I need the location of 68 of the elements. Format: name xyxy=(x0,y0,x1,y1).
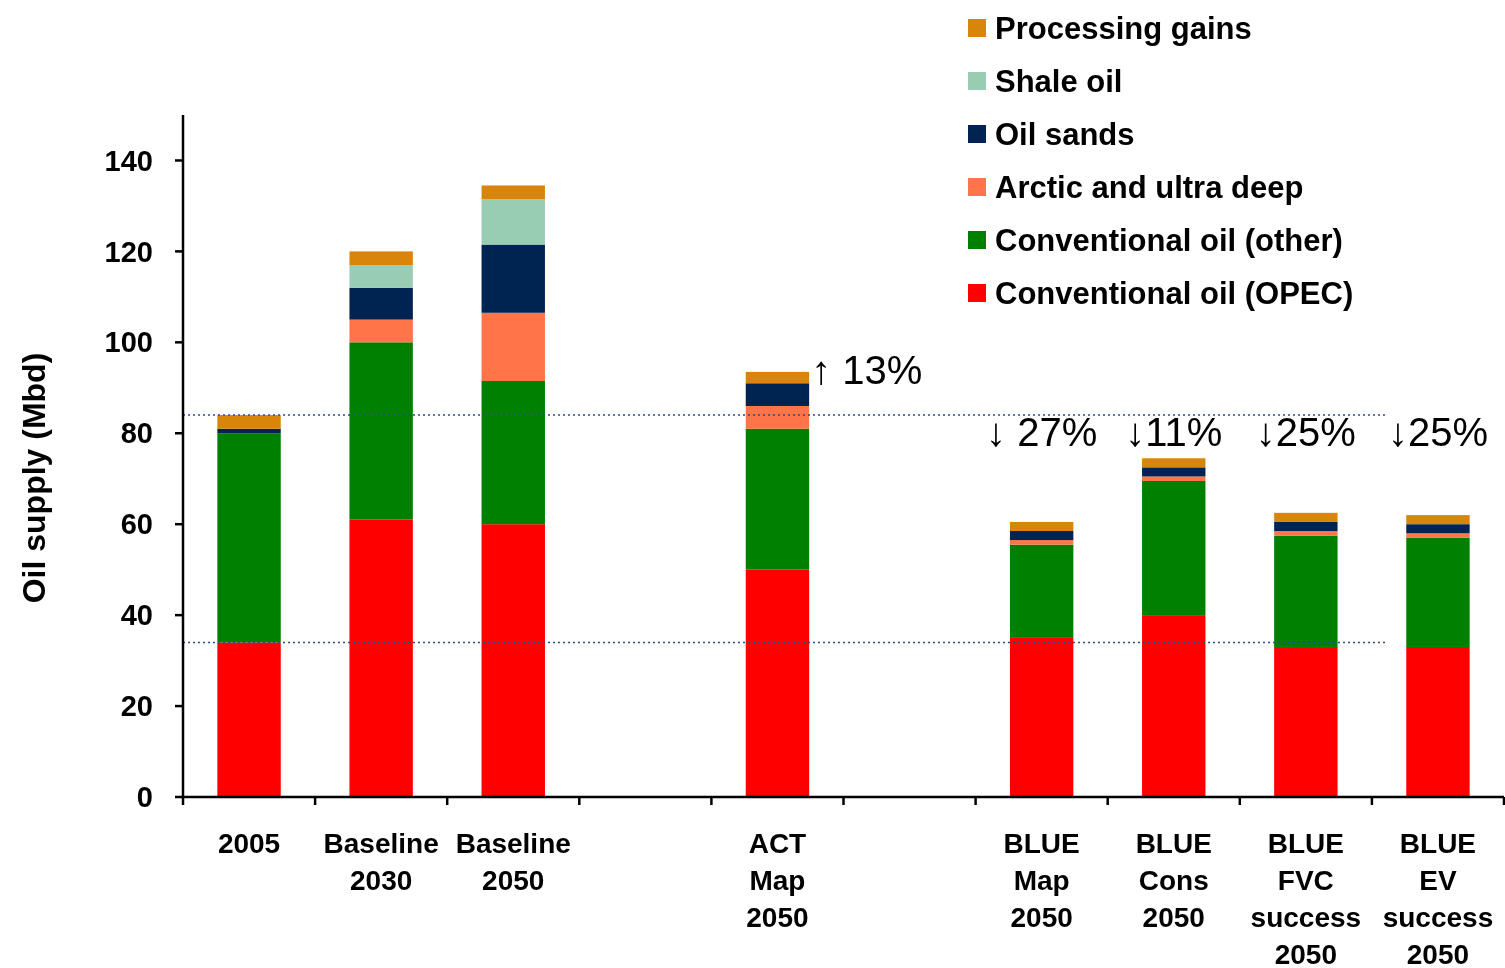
x-tick-label: BLUE Cons 2050 xyxy=(1135,828,1212,933)
legend-label: Conventional oil (other) xyxy=(995,222,1343,258)
x-tick-label: BLUE EV success 2050 xyxy=(1382,828,1494,968)
legend-label: Oil sands xyxy=(995,116,1135,152)
bar xyxy=(349,287,413,320)
y-tick-label: 80 xyxy=(120,417,153,450)
bar xyxy=(1009,521,1074,532)
annotation: ↑ 13% xyxy=(811,347,923,392)
bar xyxy=(349,265,413,288)
bar xyxy=(745,569,810,797)
bar xyxy=(1142,458,1206,468)
bar xyxy=(1274,535,1338,647)
legend-label: Processing gains xyxy=(995,10,1252,46)
bar xyxy=(1274,531,1338,536)
bar xyxy=(1142,615,1206,797)
bar xyxy=(1009,637,1074,797)
bar xyxy=(1009,531,1074,541)
annotation: ↓11% xyxy=(1125,410,1223,454)
bar xyxy=(1142,467,1206,477)
bar xyxy=(1406,646,1470,797)
y-tick-label: 40 xyxy=(120,599,153,632)
legend-label: Conventional oil (OPEC) xyxy=(995,275,1354,311)
bar xyxy=(481,312,545,381)
bar xyxy=(217,415,281,429)
bar xyxy=(481,199,545,245)
y-tick-label: 100 xyxy=(104,326,153,359)
bar xyxy=(349,519,413,797)
x-tick-label: Baseline 2050 xyxy=(455,828,571,896)
bar xyxy=(481,244,545,313)
x-tick-label: BLUE Map 2050 xyxy=(1003,828,1080,933)
y-tick-label: 60 xyxy=(120,508,153,541)
bar xyxy=(349,251,413,266)
y-tick-label: 0 xyxy=(136,781,153,814)
bar xyxy=(1274,512,1338,522)
x-tick-label: ACT Map 2050 xyxy=(746,828,809,933)
annotation: ↓ 27% xyxy=(986,410,1098,454)
bar xyxy=(745,383,810,406)
bar xyxy=(481,185,545,200)
bar xyxy=(745,405,810,429)
bar xyxy=(1142,481,1206,616)
bar xyxy=(745,428,810,570)
bar xyxy=(1274,521,1338,532)
bar xyxy=(1406,533,1470,538)
bar xyxy=(1406,524,1470,534)
bar xyxy=(349,319,413,343)
legend-label: Arctic and ultra deep xyxy=(995,169,1304,205)
bar xyxy=(217,642,281,797)
x-tick-label: BLUE FVC success 2050 xyxy=(1250,828,1362,968)
x-tick-label: 2005 xyxy=(217,828,281,859)
y-tick-label: 20 xyxy=(120,690,153,723)
annotation: ↓25% xyxy=(1387,410,1488,454)
annotation: ↓25% xyxy=(1255,410,1356,454)
bar xyxy=(481,380,545,525)
bar xyxy=(1274,646,1338,797)
bar xyxy=(1406,537,1470,647)
bar xyxy=(1009,540,1074,545)
bar xyxy=(1142,476,1206,482)
bar xyxy=(1406,515,1470,525)
bar xyxy=(1009,544,1074,638)
y-tick-label: 120 xyxy=(104,235,153,268)
legend-label: Shale oil xyxy=(995,63,1123,99)
bar xyxy=(745,371,810,384)
y-axis-title: Oil supply (Mbd) xyxy=(16,352,52,604)
bar xyxy=(481,524,545,797)
x-tick-label: Baseline 2030 xyxy=(323,828,439,896)
y-tick-label: 140 xyxy=(104,144,153,177)
bar xyxy=(217,433,281,643)
bar xyxy=(349,342,413,520)
